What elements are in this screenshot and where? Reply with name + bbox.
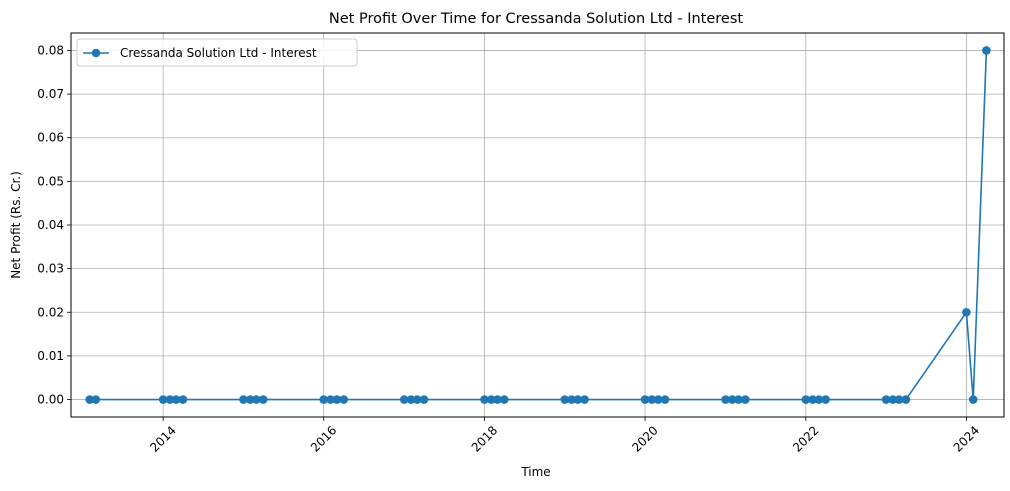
data-point	[487, 395, 496, 404]
y-axis-label: Net Profit (Rs. Cr.)	[9, 171, 23, 279]
data-point	[573, 395, 583, 404]
data-point	[901, 395, 911, 404]
data-point	[808, 395, 817, 404]
y-tick-label: 0.03	[37, 262, 64, 276]
data-point	[821, 395, 830, 404]
data-point	[319, 395, 329, 404]
data-point	[339, 395, 349, 404]
data-point	[399, 395, 409, 404]
data-point	[252, 395, 261, 404]
data-point	[326, 395, 335, 404]
data-point	[85, 395, 94, 404]
y-tick-label: 0.04	[37, 218, 64, 232]
y-tick-label: 0.02	[37, 305, 64, 319]
series-group	[85, 46, 991, 404]
data-point	[647, 395, 657, 404]
data-point	[881, 395, 891, 404]
y-tick-label: 0.07	[37, 87, 64, 101]
data-point	[158, 395, 168, 404]
data-point	[962, 307, 971, 317]
data-point	[412, 395, 422, 404]
data-point	[499, 395, 509, 404]
data-point	[239, 395, 248, 404]
data-point	[640, 395, 650, 404]
data-point	[560, 395, 570, 404]
y-tick-label: 0.06	[37, 131, 64, 145]
y-tick-label: 0.05	[37, 174, 64, 188]
data-point	[91, 395, 101, 404]
data-point	[734, 395, 743, 404]
legend-box	[76, 38, 358, 67]
y-tick-label: 0.08	[37, 43, 64, 57]
data-point	[721, 395, 730, 404]
data-point	[741, 395, 750, 404]
legend-label: Cressanda Solution Ltd - Interest	[120, 46, 317, 60]
data-point	[814, 395, 824, 404]
data-point	[567, 395, 576, 404]
data-point	[580, 395, 589, 404]
grid	[71, 33, 1004, 417]
y-axis: 0.00 0.01 0.02 0.03 0.04 0.05 0.06 0.07 0.08	[37, 43, 71, 407]
data-point	[968, 395, 978, 404]
legend-marker	[91, 48, 101, 58]
data-point	[178, 395, 188, 404]
data-point	[493, 395, 502, 404]
y-tick-label: 0.01	[37, 349, 64, 363]
data-point	[801, 395, 811, 404]
data-point	[660, 395, 670, 404]
data-point	[406, 395, 416, 404]
data-point	[894, 395, 904, 404]
x-axis-label: Time	[520, 465, 550, 479]
data-point	[258, 395, 268, 404]
data-point	[245, 395, 255, 404]
data-point	[171, 395, 181, 404]
legend: Cressanda Solution Ltd - Interest	[76, 38, 358, 67]
y-tick-label: 0.00	[37, 393, 64, 407]
data-point	[480, 395, 489, 404]
chart-title: Net Profit Over Time for Cressanda Solut…	[329, 11, 743, 27]
data-point	[332, 395, 342, 404]
data-point	[982, 46, 991, 55]
data-point	[419, 395, 429, 404]
data-point	[888, 395, 898, 404]
data-point	[728, 395, 737, 404]
data-point	[653, 395, 663, 404]
data-point	[165, 395, 175, 404]
